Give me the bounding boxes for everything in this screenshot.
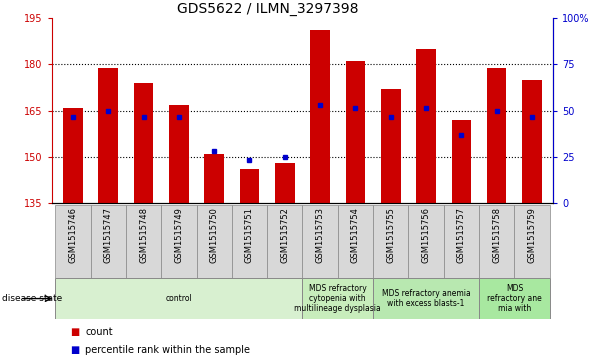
Text: GSM1515750: GSM1515750: [210, 207, 219, 263]
Title: GDS5622 / ILMN_3297398: GDS5622 / ILMN_3297398: [176, 2, 358, 16]
Text: GSM1515746: GSM1515746: [68, 207, 77, 263]
Text: GSM1515754: GSM1515754: [351, 207, 360, 263]
Text: GSM1515758: GSM1515758: [492, 207, 501, 263]
Text: MDS
refractory ane
mia with: MDS refractory ane mia with: [487, 284, 542, 314]
Bar: [409, 205, 444, 278]
Text: count: count: [85, 327, 112, 337]
Bar: [196, 205, 232, 278]
Bar: [338, 205, 373, 278]
Text: GSM1515747: GSM1515747: [104, 207, 112, 263]
Text: GSM1515755: GSM1515755: [386, 207, 395, 263]
Bar: [373, 205, 409, 278]
Bar: [98, 68, 118, 203]
Text: MDS refractory anemia
with excess blasts-1: MDS refractory anemia with excess blasts…: [382, 289, 471, 308]
Text: MDS refractory
cytopenia with
multilineage dysplasia: MDS refractory cytopenia with multilinea…: [294, 284, 381, 314]
Bar: [346, 61, 365, 203]
Bar: [55, 205, 91, 278]
Text: GSM1515748: GSM1515748: [139, 207, 148, 263]
Bar: [479, 278, 550, 319]
Text: GSM1515753: GSM1515753: [316, 207, 325, 263]
Bar: [275, 163, 294, 203]
Bar: [311, 30, 330, 203]
Text: percentile rank within the sample: percentile rank within the sample: [85, 345, 250, 355]
Bar: [91, 205, 126, 278]
Text: disease state: disease state: [2, 294, 62, 303]
Bar: [55, 278, 303, 319]
Bar: [240, 169, 259, 203]
Text: GSM1515757: GSM1515757: [457, 207, 466, 263]
Bar: [522, 80, 542, 203]
Bar: [267, 205, 303, 278]
Bar: [169, 105, 188, 203]
Bar: [373, 278, 479, 319]
Bar: [514, 205, 550, 278]
Bar: [134, 83, 153, 203]
Bar: [381, 89, 401, 203]
Text: GSM1515752: GSM1515752: [280, 207, 289, 263]
Bar: [487, 68, 506, 203]
Bar: [204, 154, 224, 203]
Bar: [126, 205, 161, 278]
Bar: [303, 278, 373, 319]
Bar: [444, 205, 479, 278]
Text: ■: ■: [70, 327, 79, 337]
Bar: [479, 205, 514, 278]
Bar: [63, 107, 83, 203]
Bar: [232, 205, 267, 278]
Text: ■: ■: [70, 345, 79, 355]
Text: GSM1515749: GSM1515749: [174, 207, 184, 263]
Text: GSM1515756: GSM1515756: [421, 207, 430, 263]
Bar: [303, 205, 338, 278]
Text: control: control: [165, 294, 192, 303]
Bar: [416, 49, 436, 203]
Text: GSM1515759: GSM1515759: [528, 207, 537, 263]
Text: GSM1515751: GSM1515751: [245, 207, 254, 263]
Bar: [452, 120, 471, 203]
Bar: [161, 205, 196, 278]
